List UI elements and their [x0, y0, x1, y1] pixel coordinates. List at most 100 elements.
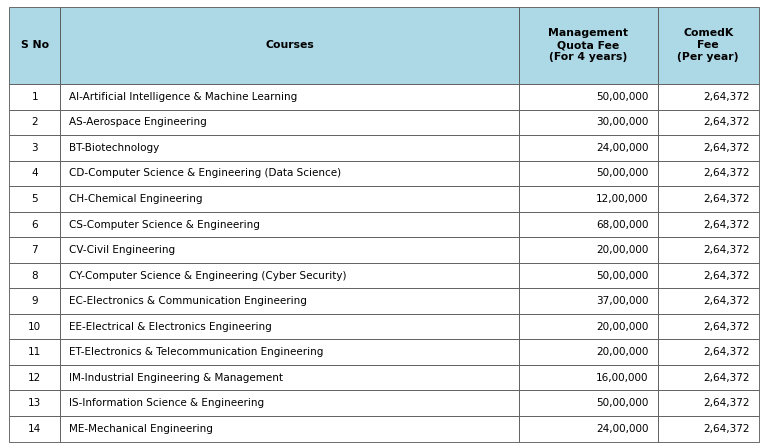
Bar — [657, 339, 759, 365]
Bar — [60, 110, 519, 135]
Text: CV-Civil Engineering: CV-Civil Engineering — [69, 245, 176, 255]
Text: 2,64,372: 2,64,372 — [703, 271, 750, 281]
Bar — [60, 212, 519, 237]
Text: 16,00,000: 16,00,000 — [596, 373, 648, 383]
Bar — [9, 365, 60, 391]
Text: 5: 5 — [31, 194, 38, 204]
Text: 2,64,372: 2,64,372 — [703, 398, 750, 408]
Text: EC-Electronics & Communication Engineering: EC-Electronics & Communication Engineeri… — [69, 296, 307, 306]
Text: 68,00,000: 68,00,000 — [596, 219, 648, 230]
Text: 4: 4 — [31, 169, 38, 178]
Bar — [519, 237, 657, 263]
Bar — [657, 186, 759, 212]
Bar — [519, 84, 657, 110]
Bar — [9, 416, 60, 442]
Text: AS-Aerospace Engineering: AS-Aerospace Engineering — [69, 117, 207, 128]
Text: 6: 6 — [31, 219, 38, 230]
Bar — [657, 365, 759, 391]
Text: 12,00,000: 12,00,000 — [596, 194, 648, 204]
Text: ET-Electronics & Telecommunication Engineering: ET-Electronics & Telecommunication Engin… — [69, 347, 324, 357]
Text: 14: 14 — [28, 424, 41, 434]
Bar — [60, 391, 519, 416]
Text: 3: 3 — [31, 143, 38, 153]
Text: 12: 12 — [28, 373, 41, 383]
Bar — [60, 289, 519, 314]
Text: CY-Computer Science & Engineering (Cyber Security): CY-Computer Science & Engineering (Cyber… — [69, 271, 347, 281]
Bar — [9, 212, 60, 237]
Bar — [657, 391, 759, 416]
Text: 30,00,000: 30,00,000 — [596, 117, 648, 128]
Text: 2,64,372: 2,64,372 — [703, 169, 750, 178]
Bar — [519, 161, 657, 186]
Text: 50,00,000: 50,00,000 — [596, 271, 648, 281]
Text: 2: 2 — [31, 117, 38, 128]
Text: AI-Artificial Intelligence & Machine Learning: AI-Artificial Intelligence & Machine Lea… — [69, 92, 298, 102]
Bar — [657, 212, 759, 237]
Text: 2,64,372: 2,64,372 — [703, 347, 750, 357]
Text: 24,00,000: 24,00,000 — [596, 424, 648, 434]
Bar — [60, 339, 519, 365]
Text: 37,00,000: 37,00,000 — [596, 296, 648, 306]
Text: 8: 8 — [31, 271, 38, 281]
Bar — [60, 237, 519, 263]
Text: 20,00,000: 20,00,000 — [596, 347, 648, 357]
Text: 2,64,372: 2,64,372 — [703, 296, 750, 306]
Bar — [60, 416, 519, 442]
Bar — [9, 110, 60, 135]
Bar — [519, 110, 657, 135]
Bar — [519, 186, 657, 212]
Bar — [657, 237, 759, 263]
Text: 7: 7 — [31, 245, 38, 255]
Bar — [9, 186, 60, 212]
Bar — [519, 416, 657, 442]
Text: 2,64,372: 2,64,372 — [703, 92, 750, 102]
Bar — [9, 263, 60, 289]
Text: 2,64,372: 2,64,372 — [703, 322, 750, 332]
Text: 50,00,000: 50,00,000 — [596, 92, 648, 102]
Bar — [60, 314, 519, 339]
Bar — [657, 7, 759, 84]
Bar — [519, 263, 657, 289]
Bar — [60, 186, 519, 212]
Bar — [657, 135, 759, 161]
Bar — [519, 7, 657, 84]
Text: 2,64,372: 2,64,372 — [703, 194, 750, 204]
Text: 11: 11 — [28, 347, 41, 357]
Bar — [657, 161, 759, 186]
Text: EE-Electrical & Electronics Engineering: EE-Electrical & Electronics Engineering — [69, 322, 272, 332]
Text: ME-Mechanical Engineering: ME-Mechanical Engineering — [69, 424, 214, 434]
Text: 2,64,372: 2,64,372 — [703, 424, 750, 434]
Text: 50,00,000: 50,00,000 — [596, 398, 648, 408]
Bar — [9, 161, 60, 186]
Bar — [9, 135, 60, 161]
Bar — [519, 391, 657, 416]
Bar — [519, 135, 657, 161]
Text: IM-Industrial Engineering & Management: IM-Industrial Engineering & Management — [69, 373, 283, 383]
Bar — [657, 314, 759, 339]
Bar — [60, 135, 519, 161]
Bar — [9, 84, 60, 110]
Bar — [657, 416, 759, 442]
Text: Courses: Courses — [265, 41, 314, 50]
Text: 2,64,372: 2,64,372 — [703, 245, 750, 255]
Text: 9: 9 — [31, 296, 38, 306]
Bar — [60, 161, 519, 186]
Text: 13: 13 — [28, 398, 41, 408]
Text: BT-Biotechnology: BT-Biotechnology — [69, 143, 160, 153]
Bar — [657, 289, 759, 314]
Bar — [60, 7, 519, 84]
Bar — [9, 314, 60, 339]
Text: 2,64,372: 2,64,372 — [703, 219, 750, 230]
Bar — [60, 263, 519, 289]
Bar — [60, 365, 519, 391]
Text: 20,00,000: 20,00,000 — [596, 322, 648, 332]
Bar — [519, 365, 657, 391]
Text: 10: 10 — [28, 322, 41, 332]
Text: 2,64,372: 2,64,372 — [703, 373, 750, 383]
Text: 50,00,000: 50,00,000 — [596, 169, 648, 178]
Text: CS-Computer Science & Engineering: CS-Computer Science & Engineering — [69, 219, 260, 230]
Bar — [519, 212, 657, 237]
Bar — [657, 263, 759, 289]
Bar — [519, 314, 657, 339]
Text: Management
Quota Fee
(For 4 years): Management Quota Fee (For 4 years) — [548, 29, 628, 62]
